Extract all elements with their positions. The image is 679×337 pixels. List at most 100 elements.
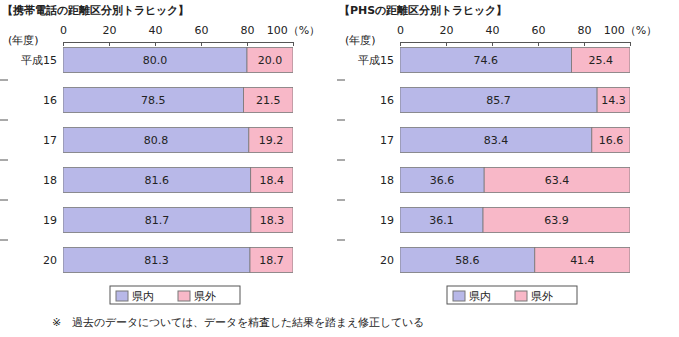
tick-label: 80 — [578, 24, 592, 37]
separator — [0, 240, 8, 241]
tick: 80 — [578, 24, 592, 46]
data-label: 63.4 — [545, 174, 570, 187]
chart-panel: 【携帯電話の距離区分別トラヒック】(年度)020406080100（%）平成15… — [0, 4, 320, 304]
bar-segment — [572, 48, 630, 73]
data-label: 36.1 — [429, 214, 454, 227]
bar-segment — [592, 128, 630, 153]
legend-swatch — [453, 291, 465, 301]
legend: 県内 県外 — [447, 286, 577, 304]
separator — [0, 80, 8, 81]
bar-segment — [249, 128, 293, 153]
bar-segment — [400, 128, 592, 153]
axis-title: (年度) — [8, 34, 39, 47]
tick-mark — [247, 42, 248, 46]
separator — [337, 200, 345, 201]
tick-mark — [446, 42, 447, 46]
tick: 40 — [486, 24, 500, 46]
tick-mark — [201, 42, 202, 46]
legend-swatch — [116, 291, 128, 301]
data-label: 20.0 — [258, 54, 283, 67]
chart-title: 【携帯電話の距離区分別トラヒック】 — [2, 4, 189, 17]
data-label: 81.7 — [145, 214, 170, 227]
data-label: 63.9 — [544, 214, 569, 227]
tick: 80 — [241, 24, 255, 46]
tick-label: 40 — [486, 24, 500, 37]
category-label: 19 — [380, 214, 394, 227]
data-label: 80.8 — [144, 134, 169, 147]
category-label: 17 — [380, 134, 394, 147]
bar-segment — [251, 208, 293, 233]
tick-mark — [400, 42, 401, 46]
axis-title: (年度) — [345, 34, 376, 47]
separator — [337, 120, 345, 121]
tick-mark — [155, 42, 156, 46]
bar-segment — [63, 48, 247, 73]
data-label: 25.4 — [589, 54, 614, 67]
data-label: 18.4 — [260, 174, 285, 187]
tick: 0 — [60, 24, 67, 46]
data-label: 83.4 — [484, 134, 509, 147]
separator — [337, 240, 345, 241]
legend-frame — [447, 286, 577, 304]
category-label: 17 — [43, 134, 57, 147]
tick-label: 80 — [241, 24, 255, 37]
tick-mark — [492, 42, 493, 46]
data-label: 58.6 — [455, 254, 480, 267]
category-label: 20 — [380, 254, 394, 267]
bar-segment — [400, 168, 484, 193]
data-label: 41.4 — [570, 254, 595, 267]
data-labels: 74.685.783.436.636.158.625.414.316.663.4… — [429, 54, 626, 267]
bars — [400, 48, 630, 273]
bars — [63, 48, 293, 273]
x-axis: 0 20 40 60 80 100（%） — [60, 24, 320, 46]
bar-segment — [251, 168, 293, 193]
category-label: 16 — [380, 94, 394, 107]
data-label: 21.5 — [256, 94, 281, 107]
legend-label: 県内 — [132, 290, 154, 303]
bar-segment — [400, 48, 572, 73]
tick-label: 0 — [60, 24, 67, 37]
bar-segment — [400, 208, 483, 233]
tick: 60 — [195, 24, 209, 46]
data-label: 14.3 — [601, 94, 626, 107]
tick-label: 40 — [149, 24, 163, 37]
separator — [0, 160, 8, 161]
tick-mark — [63, 42, 64, 46]
tick: 100（%） — [267, 24, 320, 46]
category-label: 20 — [43, 254, 57, 267]
category-label: 18 — [380, 174, 394, 187]
data-label: 18.3 — [260, 214, 285, 227]
bar-segment — [597, 88, 630, 113]
tick-mark — [630, 42, 631, 46]
data-labels: 80.078.580.881.681.781.320.021.519.218.4… — [141, 54, 284, 267]
legend-swatch — [178, 291, 190, 301]
bar-segment — [400, 88, 597, 113]
tick: 60 — [532, 24, 546, 46]
legend-label: 県内 — [469, 290, 491, 303]
tick-label: 100（%） — [604, 24, 657, 37]
bar-segment — [400, 248, 535, 273]
tick-label: 100（%） — [267, 24, 320, 37]
legend-label: 県外 — [531, 290, 553, 303]
tick-label: 60 — [532, 24, 546, 37]
tick: 20 — [103, 24, 117, 46]
tick-mark — [584, 42, 585, 46]
bar-segment — [483, 208, 630, 233]
data-label: 80.0 — [143, 54, 168, 67]
bar-segment — [63, 168, 251, 193]
tick-mark — [109, 42, 110, 46]
tick-mark — [538, 42, 539, 46]
separator — [337, 160, 345, 161]
category-label: 19 — [43, 214, 57, 227]
separator — [0, 120, 8, 121]
tick-label: 0 — [397, 24, 404, 37]
legend-frame — [110, 286, 240, 304]
axis-line — [64, 42, 294, 43]
chart-panel: 【PHSの距離区分別トラヒック】(年度)020406080100（%）平成151… — [337, 4, 657, 304]
data-label: 78.5 — [141, 94, 166, 107]
category-label: 16 — [43, 94, 57, 107]
data-label: 16.6 — [599, 134, 624, 147]
tick-mark — [293, 42, 294, 46]
bar-segment — [535, 248, 630, 273]
separator — [0, 200, 8, 201]
